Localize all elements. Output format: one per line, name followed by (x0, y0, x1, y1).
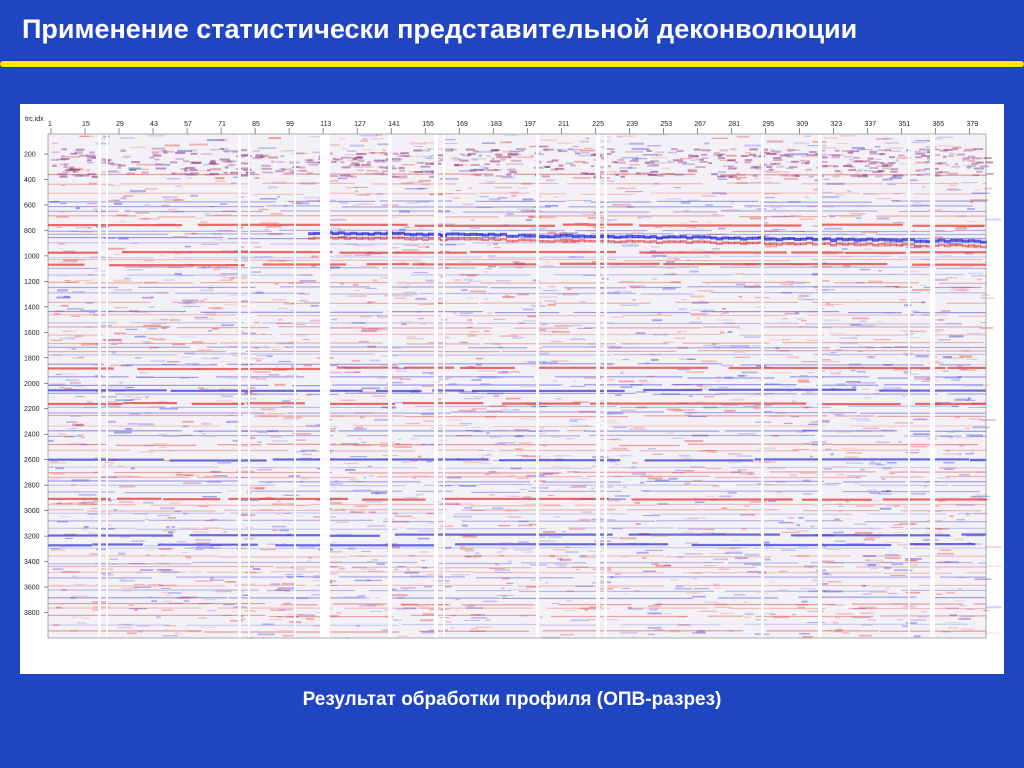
left-tick-label: 2400 (24, 432, 40, 439)
top-tick-label: 351 (898, 121, 910, 128)
left-tick-label: 3800 (24, 610, 40, 617)
left-tick-label: 3400 (24, 559, 40, 566)
left-tick-label: 3200 (24, 534, 40, 541)
left-tick-label: 800 (24, 228, 36, 235)
left-tick-label: 2200 (24, 406, 40, 413)
top-tick-label: 239 (626, 121, 638, 128)
top-tick-label: 15 (82, 121, 90, 128)
left-tick-label: 3600 (24, 585, 40, 592)
left-tick-label: 600 (24, 202, 36, 209)
left-tick-label: 1600 (24, 330, 40, 337)
top-tick-label: 1 (48, 121, 52, 128)
left-tick-label: 400 (24, 177, 36, 184)
strong-reflector (308, 231, 987, 249)
plot-area (48, 134, 986, 638)
left-tick-label: 2800 (24, 483, 40, 490)
trace-index-label: trc.idx (25, 116, 44, 123)
top-tick-label: 29 (116, 121, 124, 128)
top-tick-label: 71 (218, 121, 226, 128)
slide-title: Применение статистически представительно… (22, 14, 858, 44)
top-tick-label: 379 (967, 121, 979, 128)
top-tick-label: 85 (252, 121, 260, 128)
top-tick-label: 113 (320, 121, 331, 128)
left-tick-label: 1400 (24, 304, 40, 311)
top-tick-label: 141 (388, 121, 400, 128)
figure-caption: Результат обработки профиля (ОПВ-разрез) (302, 689, 722, 710)
top-tick-label: 127 (354, 121, 366, 128)
top-tick-label: 365 (932, 121, 944, 128)
top-tick-label: 267 (694, 121, 706, 128)
left-tick-label: 2000 (24, 381, 40, 388)
top-tick-label: 323 (830, 121, 842, 128)
top-tick-label: 43 (150, 121, 158, 128)
top-tick-label: 169 (456, 121, 468, 128)
left-tick-label: 1800 (24, 355, 40, 362)
left-tick-label: 200 (24, 152, 36, 159)
top-tick-label: 183 (490, 121, 502, 128)
top-tick-label: 253 (660, 121, 672, 128)
title-underline (0, 59, 1024, 69)
seismic-figure: trc.idx 1 15 29 43 57 71 85 99 113 127 141 155 169 18… (20, 104, 1004, 674)
top-tick-label: 281 (728, 121, 740, 128)
top-tick-label: 309 (796, 121, 808, 128)
top-tick-label: 99 (286, 121, 294, 128)
top-tick-label: 57 (184, 121, 192, 128)
top-tick-label: 211 (558, 121, 569, 128)
missing-trace-gaps (98, 134, 1004, 638)
left-tick-label: 1200 (24, 279, 40, 286)
top-tick-label: 155 (422, 121, 434, 128)
top-tick-label: 197 (524, 121, 536, 128)
left-tick-label: 3000 (24, 508, 40, 515)
top-tick-label: 225 (592, 121, 604, 128)
top-tick-label: 337 (864, 121, 876, 128)
left-tick-label: 2600 (24, 457, 40, 464)
seismic-section: trc.idx 1 15 29 43 57 71 85 99 113 127 141 155 169 18… (24, 116, 1004, 639)
top-tick-label: 295 (762, 121, 774, 128)
left-tick-label: 1000 (24, 253, 40, 260)
